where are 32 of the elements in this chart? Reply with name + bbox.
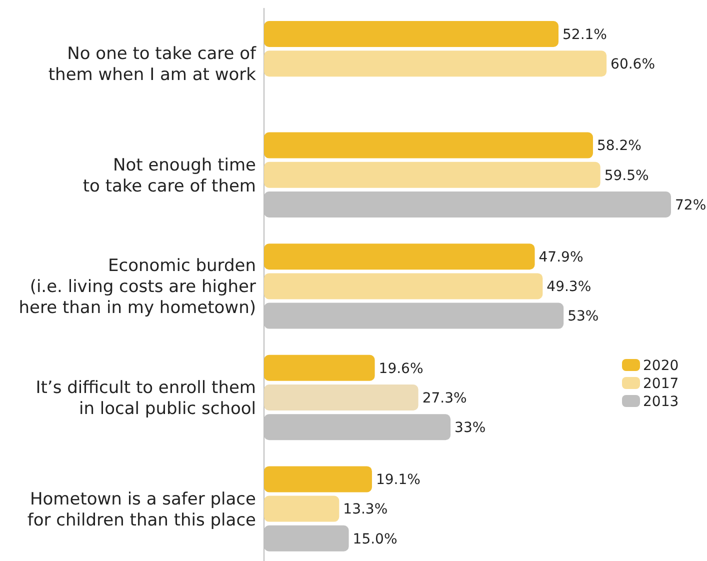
data-label: 19.6% [378, 360, 424, 377]
data-label: 13.3% [343, 502, 388, 518]
data-label: 33% [454, 420, 486, 436]
data-label: 15.0% [352, 531, 398, 548]
y-tick-label: Economic burden (i.e. living costs are higher here than in my hometown) [18, 256, 256, 318]
bar [264, 21, 559, 47]
data-label: 60.6% [610, 56, 656, 72]
bar [264, 162, 600, 188]
data-label: 49.3% [546, 279, 592, 296]
y-tick-label: Not enough time to take care of them [82, 155, 256, 196]
y-tick-label: It’s difficult to enroll them in local public school [36, 378, 256, 419]
bar [264, 273, 543, 300]
bar [264, 384, 418, 410]
data-label: 52.1% [562, 26, 607, 43]
data-label: 58.2% [596, 138, 642, 154]
data-label: 72% [675, 197, 706, 214]
legend-label: 2020 [643, 358, 679, 374]
legend-label: 2013 [643, 394, 679, 410]
bar [264, 50, 607, 77]
bar [264, 132, 593, 158]
data-label: 53% [568, 308, 599, 325]
data-label: 47.9% [538, 250, 584, 266]
data-label: 59.5% [604, 168, 649, 184]
data-label: 27.3% [422, 390, 467, 406]
bar [264, 354, 375, 381]
legend-label: 2017 [643, 376, 679, 392]
y-tick-label: No one to take care of them when I am at work [48, 44, 258, 86]
bar [264, 466, 372, 492]
bar [264, 496, 340, 522]
y-tick-label: Hometown is a safer place for children than this place [27, 489, 256, 530]
data-label: 19.1% [376, 472, 420, 488]
bar [264, 244, 535, 270]
